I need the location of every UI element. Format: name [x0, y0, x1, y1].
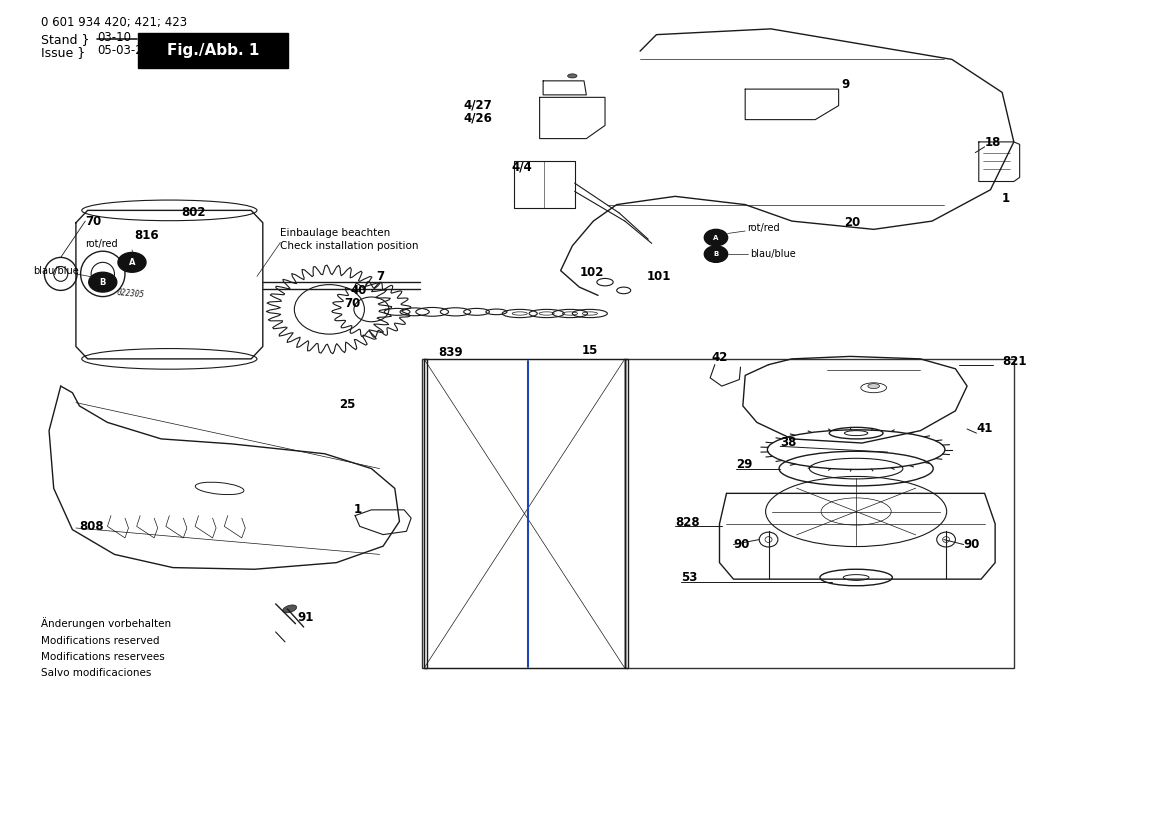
Text: Check installation position: Check installation position	[280, 241, 419, 251]
Text: blau/blue: blau/blue	[750, 249, 795, 259]
Text: Salvo modificaciones: Salvo modificaciones	[41, 668, 151, 678]
Text: 18: 18	[985, 136, 1001, 149]
Text: 4/26: 4/26	[464, 111, 493, 125]
Ellipse shape	[868, 384, 880, 389]
Text: 05-03-21: 05-03-21	[97, 45, 151, 58]
Text: 53: 53	[681, 571, 697, 584]
Text: Einbaulage beachten: Einbaulage beachten	[280, 228, 390, 238]
Text: 41: 41	[976, 422, 993, 436]
Text: 4/4: 4/4	[512, 161, 533, 174]
Text: 20: 20	[844, 216, 861, 229]
Circle shape	[704, 246, 728, 262]
Text: 1: 1	[1002, 191, 1010, 205]
Text: Modifications reserved: Modifications reserved	[41, 635, 159, 645]
Text: 4/27: 4/27	[464, 98, 493, 111]
Text: 29: 29	[736, 458, 752, 471]
Text: 102: 102	[579, 266, 604, 279]
Text: rot/red: rot/red	[85, 239, 118, 249]
Text: 0 601 934 420; 421; 423: 0 601 934 420; 421; 423	[41, 16, 187, 30]
Text: A: A	[714, 234, 718, 241]
Text: 022305: 022305	[117, 288, 145, 299]
Text: 828: 828	[675, 516, 700, 529]
Text: 1: 1	[354, 503, 362, 516]
Text: Änderungen vorbehalten: Änderungen vorbehalten	[41, 617, 171, 629]
Text: B: B	[99, 278, 106, 286]
Text: Issue }: Issue }	[41, 46, 85, 59]
Text: 70: 70	[345, 297, 361, 310]
Text: Fig./Abb. 1: Fig./Abb. 1	[167, 43, 259, 58]
Text: 101: 101	[647, 270, 672, 283]
Text: rot/red: rot/red	[748, 223, 780, 233]
Text: 03-10: 03-10	[97, 31, 131, 45]
Text: 839: 839	[438, 346, 463, 359]
Text: 40: 40	[350, 284, 367, 297]
FancyBboxPatch shape	[138, 33, 288, 68]
Text: 816: 816	[134, 229, 159, 242]
Text: Stand }: Stand }	[41, 33, 90, 46]
Circle shape	[704, 229, 728, 246]
Text: 70: 70	[85, 214, 102, 228]
Text: 15: 15	[582, 344, 598, 357]
Text: A: A	[128, 258, 135, 266]
Text: 38: 38	[780, 436, 797, 449]
Circle shape	[118, 252, 146, 272]
Text: Modifications reservees: Modifications reservees	[41, 652, 165, 662]
Text: 802: 802	[181, 206, 206, 219]
Text: 808: 808	[79, 520, 104, 533]
Text: 821: 821	[1002, 355, 1027, 368]
Text: 42: 42	[711, 351, 728, 364]
Text: 9: 9	[841, 78, 849, 91]
Text: blau/blue: blau/blue	[33, 266, 78, 276]
Text: 7: 7	[376, 270, 384, 283]
Ellipse shape	[568, 74, 577, 78]
Text: 25: 25	[339, 398, 355, 411]
Text: 90: 90	[964, 538, 980, 551]
Ellipse shape	[283, 605, 297, 613]
Circle shape	[89, 272, 117, 292]
Text: 90: 90	[734, 538, 750, 551]
Text: B: B	[714, 251, 718, 257]
Text: 91: 91	[298, 610, 314, 624]
